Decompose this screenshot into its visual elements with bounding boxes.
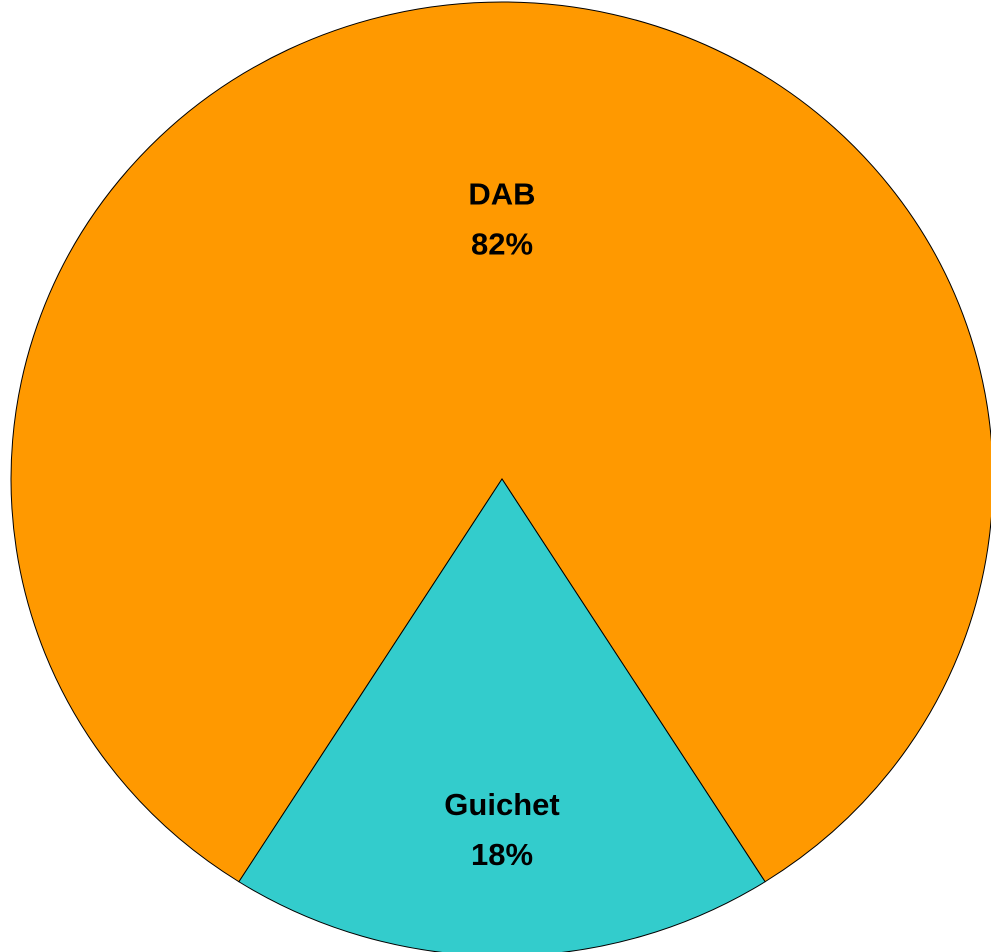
slice-category-label: DAB [468, 177, 535, 212]
pie-slice [10, 1, 991, 883]
slice-value-label: 82% [471, 227, 533, 262]
pie-slice [238, 478, 766, 952]
slice-value-label: 18% [471, 837, 533, 872]
slice-category-label: Guichet [444, 787, 559, 822]
